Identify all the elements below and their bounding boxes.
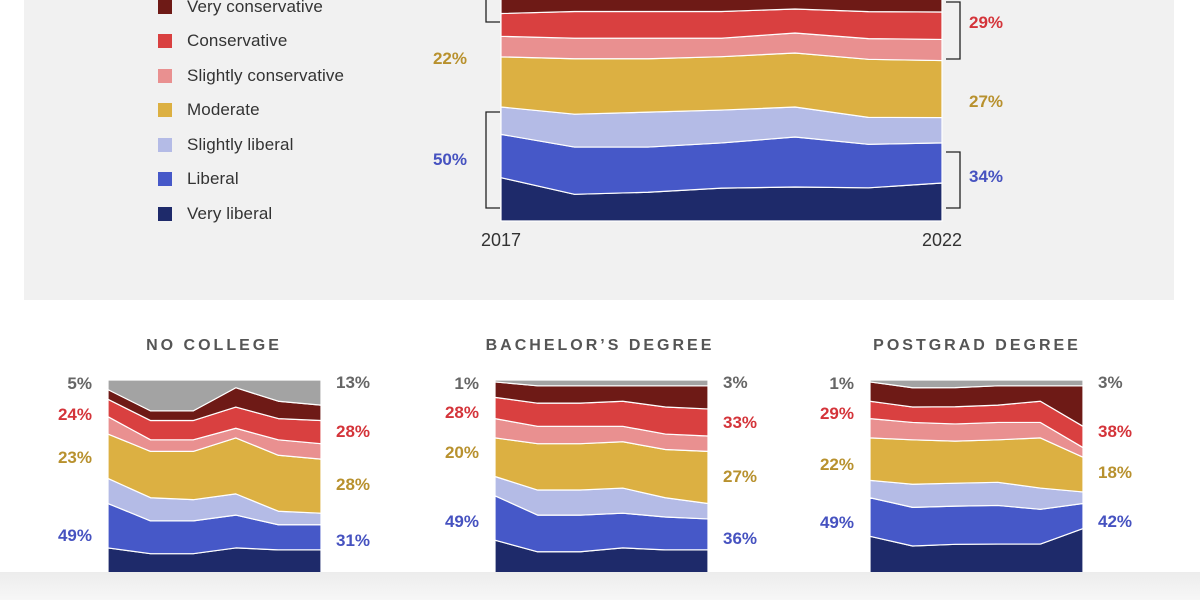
percent-label: 24% [58,405,92,424]
legend-label: Slightly liberal [187,135,294,154]
legend-label: Liberal [187,169,239,188]
percent-label: 36% [723,529,757,548]
legend-label: Very conservative [187,0,323,16]
legend-label: Very liberal [187,204,273,223]
legend-item: Moderate [158,98,260,122]
percent-label: 28% [445,403,479,422]
percent-label: 29% [969,13,1003,32]
percent-label: 27% [723,467,757,486]
area-band-very-conservative [500,0,943,15]
legend-item: Slightly liberal [158,133,293,157]
legend-swatch [158,207,172,221]
percent-label: 22% [820,455,854,474]
legend-swatch [158,34,172,48]
area-chart-1 [107,379,322,574]
legend-swatch [158,172,172,186]
bracket [946,151,961,209]
legend-item: Very conservative [158,0,323,19]
percent-label: 31% [336,531,370,550]
bottom-fade [0,572,1200,600]
legend-item: Slightly conservative [158,64,344,88]
legend-item: Liberal [158,167,239,191]
percent-label: 50% [433,150,467,169]
legend-item: Conservative [158,29,287,53]
percent-label: 28% [336,422,370,441]
percent-label: 29% [820,404,854,423]
percent-label: 1% [454,374,479,393]
area-band-moderate [500,52,943,119]
percent-label: 49% [445,512,479,531]
percent-label: 22% [433,49,467,68]
bracket [485,0,500,23]
percent-label: 28% [336,475,370,494]
percent-label: 20% [445,443,479,462]
area-chart-2 [494,379,709,574]
percent-label: 23% [58,448,92,467]
percent-label: 18% [1098,463,1132,482]
area-band-unknown [494,379,709,387]
legend-swatch [158,0,172,14]
percent-label: 33% [723,413,757,432]
percent-label: 5% [67,374,92,393]
percent-label: 3% [723,373,748,392]
legend-swatch [158,69,172,83]
area-chart-0 [500,0,943,222]
area-band-conservative [500,8,943,41]
bracket [485,111,500,209]
x-tick-label: 2022 [922,230,962,250]
percent-label: 42% [1098,512,1132,531]
chart-title: BACHELOR’S DEGREE [486,337,715,354]
bracket [946,1,961,60]
area-band-unknown [869,379,1084,389]
area-band-unknown [107,379,322,412]
area-chart-3 [869,379,1084,574]
legend-label: Conservative [187,31,288,50]
chart-title: POSTGRAD DEGREE [873,337,1081,354]
legend-swatch [158,138,172,152]
percent-label: 28% [433,0,467,3]
percent-label: 38% [1098,422,1132,441]
percent-label: 3% [1098,373,1123,392]
percent-label: 13% [336,373,370,392]
percent-label: 34% [969,167,1003,186]
legend-label: Moderate [187,100,260,119]
percent-label: 49% [58,526,92,545]
percent-label: 27% [969,92,1003,111]
percent-label: 1% [829,374,854,393]
legend-item: Very liberal [158,202,272,226]
x-tick-label: 2017 [481,230,521,250]
legend-label: Slightly conservative [187,66,345,85]
legend-swatch [158,103,172,117]
chart-title: NO COLLEGE [146,337,282,354]
percent-label: 49% [820,513,854,532]
